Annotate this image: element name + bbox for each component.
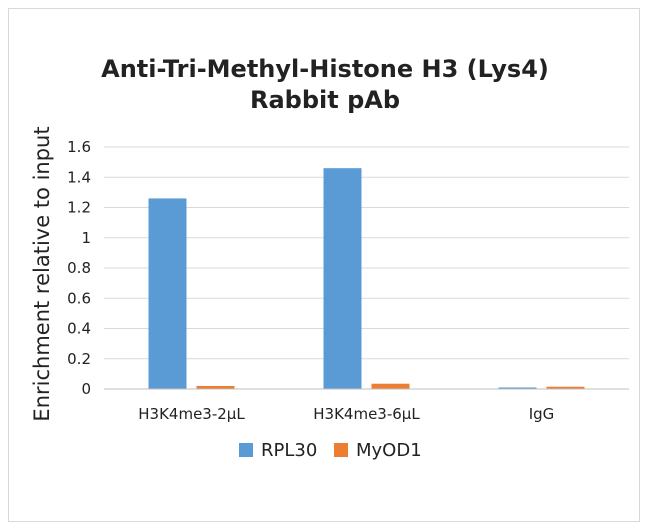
bar-chart: Anti-Tri-Methyl-Histone H3 (Lys4) Rabbit… <box>30 55 629 461</box>
y-tick-label: 0.8 <box>67 259 91 277</box>
x-category-label: IgG <box>529 405 555 423</box>
chart-title-line-1: Anti-Tri-Methyl-Histone H3 (Lys4) <box>101 55 549 83</box>
legend-label-rpl30: RPL30 <box>261 440 317 461</box>
legend-swatch-rpl30 <box>239 443 253 457</box>
legend: RPL30 MyOD1 <box>239 440 422 461</box>
bars <box>148 168 585 389</box>
chart-title: Anti-Tri-Methyl-Histone H3 (Lys4) Rabbit… <box>101 55 549 114</box>
bar-myod1-0 <box>196 385 235 389</box>
x-axis-categories: H3K4me3-2µL H3K4me3-6µL IgG <box>138 405 554 423</box>
y-tick-label: 0.6 <box>67 289 91 307</box>
chart-frame: Anti-Tri-Methyl-Histone H3 (Lys4) Rabbit… <box>8 8 640 522</box>
bar-rpl30-1 <box>323 168 362 389</box>
y-tick-label: 1 <box>81 229 91 247</box>
chart-title-line-2: Rabbit pAb <box>250 86 400 114</box>
y-tick-label: 0 <box>81 380 91 398</box>
y-tick-label: 0.2 <box>67 350 91 368</box>
bar-myod1-2 <box>546 386 585 389</box>
y-tick-label: 1.2 <box>67 199 91 217</box>
bar-rpl30-0 <box>148 198 187 389</box>
bar-myod1-1 <box>371 383 410 389</box>
y-axis-label: Enrichment relative to input <box>30 126 54 421</box>
x-category-label: H3K4me3-2µL <box>138 405 245 423</box>
x-category-label: H3K4me3-6µL <box>313 405 420 423</box>
y-tick-label: 0.4 <box>67 320 91 338</box>
y-axis-ticks: 0 0.2 0.4 0.6 0.8 1 1.2 1.4 1.6 <box>67 138 91 398</box>
legend-label-myod1: MyOD1 <box>356 440 422 461</box>
legend-swatch-myod1 <box>334 443 348 457</box>
y-tick-label: 1.4 <box>67 168 91 186</box>
y-tick-label: 1.6 <box>67 138 91 156</box>
bar-rpl30-2 <box>498 387 537 389</box>
gridlines <box>104 146 629 360</box>
